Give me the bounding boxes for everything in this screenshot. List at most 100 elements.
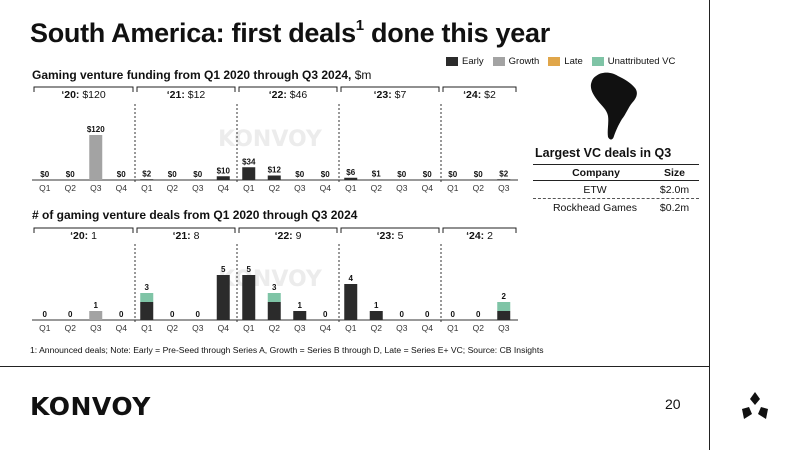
legend-swatch: [446, 57, 458, 66]
deals-tick-label: Q1: [141, 323, 153, 333]
deals-heading: # of gaming venture deals from Q1 2020 t…: [32, 208, 358, 222]
deals-bar: [344, 284, 358, 320]
deals-tick-label: Q4: [116, 323, 128, 333]
deals-year-label: ‘24: 2: [466, 230, 493, 242]
funding-bar: [140, 179, 154, 180]
funding-bar: [89, 135, 103, 180]
legend-swatch: [591, 57, 604, 66]
deals-year-bracket: [442, 227, 517, 233]
funding-tick-label: Q1: [141, 183, 153, 193]
deals-year-label: ‘23: 5: [377, 230, 404, 242]
deals-tick-label: Q4: [218, 323, 230, 333]
deals-year-bracket: [238, 227, 338, 233]
funding-data-label: $0: [397, 170, 406, 179]
funding-tick-label: Q4: [422, 183, 434, 193]
deals-data-label: 0: [170, 310, 175, 319]
legend-label: Early: [462, 56, 484, 67]
deals-year-label: ‘21: 8: [173, 230, 200, 242]
legend-item: Unattributed VC: [591, 56, 675, 67]
deals-bar: [216, 275, 230, 320]
deals-data-label: 5: [247, 265, 252, 274]
funding-tick-label: Q2: [167, 183, 179, 193]
deals-bar: [369, 311, 383, 320]
deals-data-label: 1: [298, 301, 303, 310]
funding-tick-label: Q4: [218, 183, 230, 193]
deals-bar: [89, 311, 103, 320]
brand-logo: KONVOY: [30, 392, 151, 421]
deals-bar: [140, 293, 154, 302]
legend-item: Early: [446, 56, 484, 67]
funding-data-label: $10: [217, 166, 231, 175]
deals-data-label: 0: [43, 310, 48, 319]
deals-data-label: 4: [349, 274, 354, 283]
deals-bar: [242, 275, 256, 320]
deals-tick-label: Q3: [90, 323, 102, 333]
deals-data-label: 1: [94, 301, 99, 310]
deals-data-label: 0: [323, 310, 328, 319]
largest-deals-rule-top: [533, 164, 699, 165]
funding-tick-label: Q3: [498, 183, 510, 193]
funding-data-label: $0: [448, 170, 457, 179]
largest-deals-row-size: $2.0m: [659, 184, 690, 196]
deals-tick-label: Q2: [65, 323, 77, 333]
largest-deals-row-company: Rockhead Games: [552, 202, 638, 214]
deals-tick-label: Q3: [498, 323, 510, 333]
funding-and-deals-charts: KONVOY ‘20: $120 ‘21: $12 ‘22: $46 ‘23: $7 ‘2…: [32, 86, 518, 333]
largest-deals-col-company: Company: [572, 167, 620, 179]
deals-year-bracket: [340, 227, 440, 233]
legend-label: Late: [564, 56, 583, 67]
largest-deals-row-size: $0.2m: [659, 202, 690, 214]
deals-data-label: 2: [502, 292, 507, 301]
funding-year-bracket: [340, 86, 440, 92]
footnote: 1: Announced deals; Note: Early = Pre-Se…: [30, 345, 544, 355]
funding-tick-label: Q3: [396, 183, 408, 193]
deals-watermark: KONVOY: [218, 267, 323, 292]
title-main: South America: first deals: [30, 18, 356, 48]
legend-swatch: [548, 57, 561, 66]
deals-data-label: 0: [425, 310, 430, 319]
funding-data-label: $2: [499, 169, 508, 178]
legend-item: Late: [548, 56, 583, 67]
funding-heading-text: Gaming venture funding from Q1 2020 thro…: [32, 68, 355, 82]
funding-year-bracket: [442, 86, 517, 92]
funding-heading-unit: $m: [354, 68, 372, 82]
deals-year-label: ‘22: 9: [275, 230, 302, 242]
funding-data-label: $34: [242, 157, 256, 166]
funding-tick-label: Q1: [345, 183, 357, 193]
funding-year-bracket: [136, 86, 236, 92]
deals-data-label: 0: [451, 310, 456, 319]
deals-data-label: 1: [374, 301, 379, 310]
legend: Early Growth Late Unattributed VC: [446, 56, 675, 67]
deals-data-label: 3: [272, 283, 277, 292]
right-divider: [709, 0, 710, 450]
funding-data-label: $0: [117, 170, 126, 179]
funding-watermark: KONVOY: [218, 127, 323, 152]
deals-bar: [497, 311, 511, 320]
deals-data-label: 3: [145, 283, 150, 292]
funding-data-label: $2: [142, 169, 151, 178]
funding-tick-label: Q2: [269, 183, 281, 193]
funding-bar: [344, 177, 358, 180]
funding-tick-label: Q4: [320, 183, 332, 193]
funding-tick-label: Q3: [294, 183, 306, 193]
funding-year-bracket: [238, 86, 338, 92]
legend-item: Growth: [492, 56, 539, 67]
deals-tick-label: Q1: [345, 323, 357, 333]
funding-tick-label: Q1: [243, 183, 255, 193]
largest-deals-rule-header: [533, 180, 699, 181]
deals-tick-label: Q2: [167, 323, 179, 333]
funding-data-label: $12: [268, 166, 282, 175]
deals-data-label: 0: [119, 310, 124, 319]
funding-tick-label: Q4: [116, 183, 128, 193]
funding-data-label: $0: [321, 170, 330, 179]
funding-heading: Gaming venture funding from Q1 2020 thro…: [32, 68, 371, 82]
deals-tick-label: Q2: [473, 323, 485, 333]
deals-bar: [140, 302, 154, 320]
deals-bar: [267, 302, 281, 320]
deals-data-label: 0: [68, 310, 73, 319]
funding-year-label: ‘23: $7: [374, 89, 407, 101]
funding-data-label: $120: [87, 125, 105, 134]
funding-year-label: ‘24: $2: [463, 89, 496, 101]
funding-data-label: $0: [40, 170, 49, 179]
deals-tick-label: Q4: [320, 323, 332, 333]
